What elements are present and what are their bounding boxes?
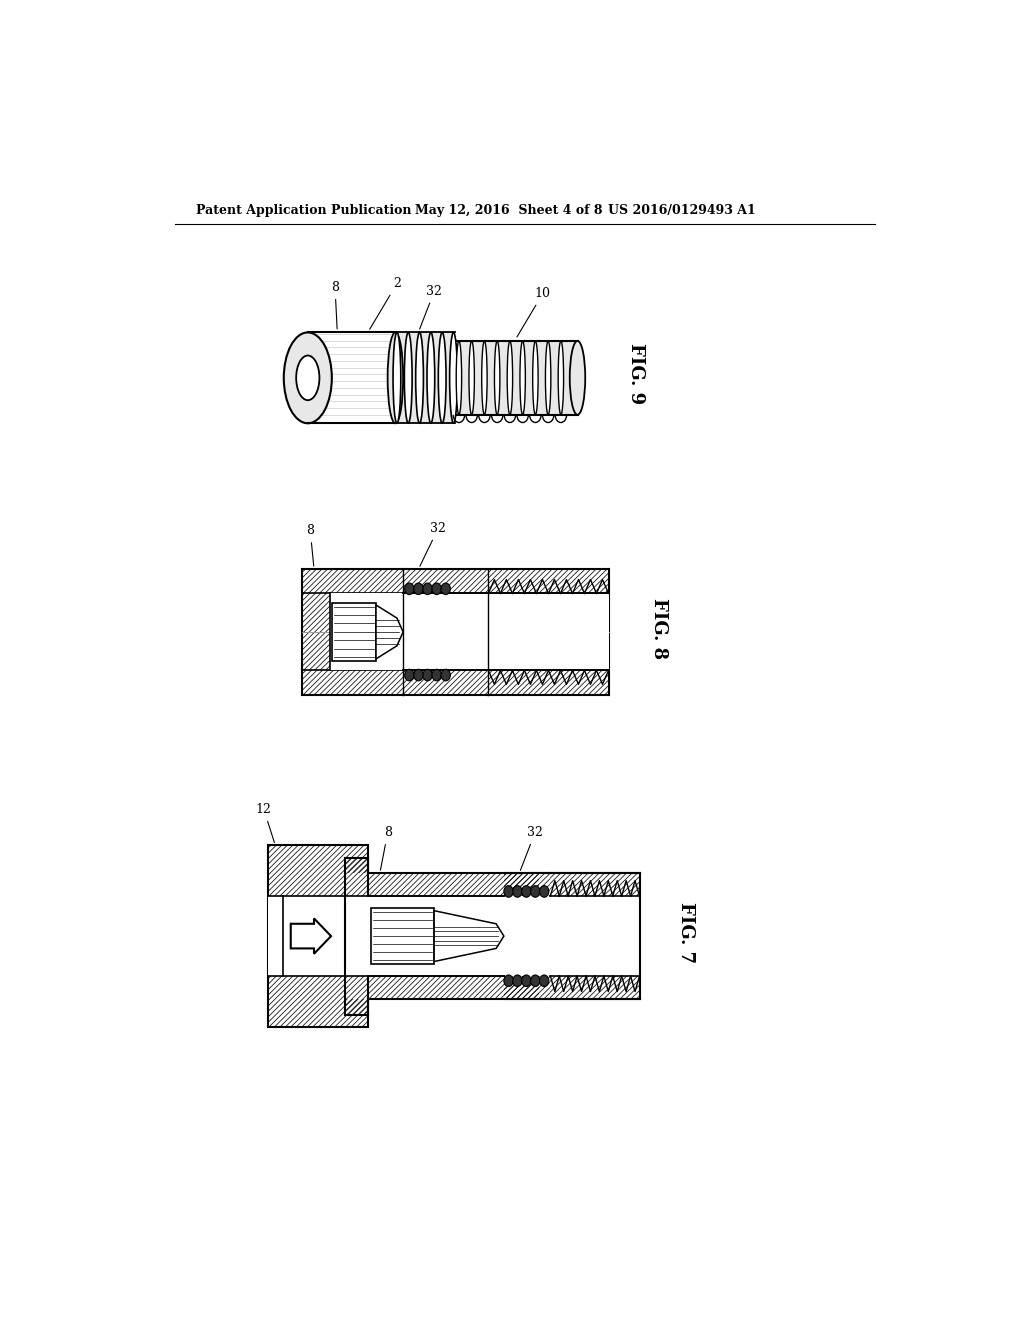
Text: 32: 32 [420,521,446,566]
Bar [550,977,640,999]
Ellipse shape [481,341,487,414]
Bar [488,671,608,696]
Ellipse shape [423,669,432,681]
Bar [369,873,539,896]
Ellipse shape [540,975,549,986]
Bar [550,873,640,896]
Ellipse shape [530,886,540,898]
FancyArrow shape [291,919,331,954]
Bar [267,845,369,1027]
Text: 12: 12 [256,803,274,842]
Bar [504,873,550,896]
Bar [267,845,369,896]
Bar [302,671,403,696]
Ellipse shape [504,975,513,986]
Text: May 12, 2016  Sheet 4 of 8: May 12, 2016 Sheet 4 of 8 [415,205,602,218]
Ellipse shape [450,333,458,424]
Bar [403,569,488,594]
Text: 10: 10 [517,286,551,337]
Ellipse shape [414,669,423,681]
Bar [371,908,434,964]
Bar [345,999,369,1015]
Ellipse shape [513,886,522,898]
Ellipse shape [520,341,525,414]
Ellipse shape [521,975,531,986]
Bar [302,594,330,671]
Ellipse shape [569,341,586,414]
Ellipse shape [296,355,319,400]
Ellipse shape [404,669,414,681]
Text: Patent Application Publication: Patent Application Publication [197,205,412,218]
Ellipse shape [441,669,451,681]
Bar [455,341,578,414]
Bar [302,569,403,594]
Ellipse shape [469,341,474,414]
Bar [488,569,608,594]
Polygon shape [376,605,403,659]
Bar [345,858,369,873]
Ellipse shape [558,341,563,414]
Ellipse shape [513,975,522,986]
Bar [332,603,376,661]
Ellipse shape [432,583,441,594]
Text: 32: 32 [420,285,442,329]
Text: FIG. 7: FIG. 7 [677,902,695,962]
Polygon shape [434,911,504,961]
Bar [550,896,640,977]
Bar [395,333,455,424]
Text: FIG. 8: FIG. 8 [650,598,668,659]
Bar [403,594,488,671]
Text: 32: 32 [520,826,543,870]
Ellipse shape [416,333,424,424]
Ellipse shape [427,333,435,424]
Ellipse shape [507,341,513,414]
Ellipse shape [284,333,332,424]
Ellipse shape [388,333,403,424]
Ellipse shape [495,341,500,414]
Text: 8: 8 [380,826,392,870]
Ellipse shape [404,333,412,424]
Ellipse shape [521,886,531,898]
Text: 2: 2 [370,277,401,329]
Text: FIG. 9: FIG. 9 [627,343,645,404]
Bar [267,896,369,977]
Ellipse shape [423,583,432,594]
Ellipse shape [532,341,538,414]
Ellipse shape [438,333,446,424]
Ellipse shape [540,886,549,898]
Bar [267,896,283,977]
Ellipse shape [504,886,513,898]
Bar [488,594,608,671]
Ellipse shape [457,341,462,414]
Ellipse shape [393,333,400,424]
Bar [330,594,403,671]
Text: US 2016/0129493 A1: US 2016/0129493 A1 [608,205,757,218]
Bar [403,671,488,696]
Ellipse shape [441,583,451,594]
Bar [267,977,369,1027]
Bar [504,977,550,999]
Ellipse shape [404,583,414,594]
Ellipse shape [432,669,441,681]
Text: 8: 8 [331,281,339,329]
Text: 8: 8 [306,524,314,566]
Ellipse shape [546,341,551,414]
Bar [369,896,640,977]
Ellipse shape [414,583,423,594]
Ellipse shape [530,975,540,986]
Bar [369,977,539,999]
